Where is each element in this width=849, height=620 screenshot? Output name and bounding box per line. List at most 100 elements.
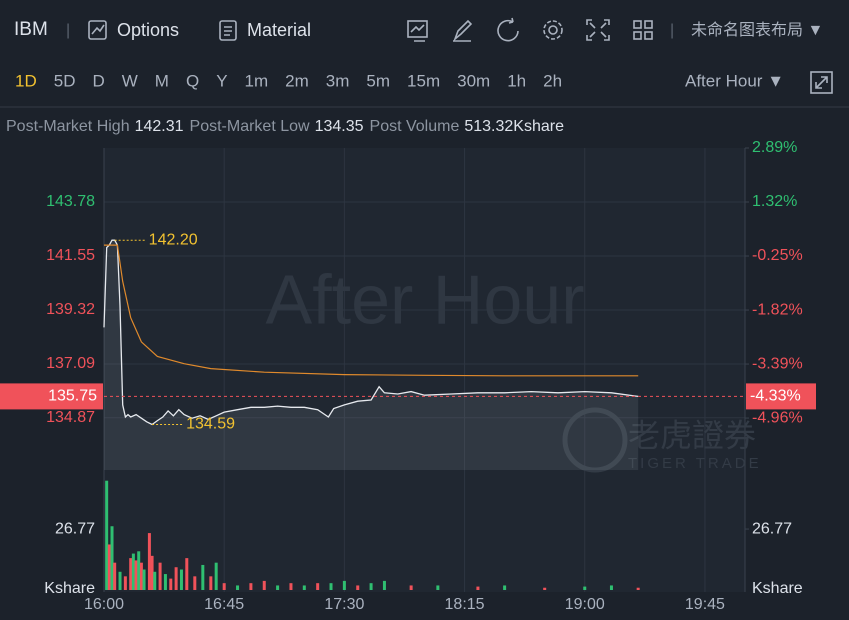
volume-bar bbox=[123, 576, 127, 590]
volume-unit: Kshare bbox=[44, 580, 95, 597]
volume-bar bbox=[139, 562, 143, 590]
period-tab[interactable]: W bbox=[122, 71, 138, 90]
volume-bar bbox=[147, 533, 151, 590]
chart: 16:00 16:45 17:30 18:15 19:00 19:45 143.78 141.… bbox=[0, 139, 816, 613]
last-change-box bbox=[746, 383, 816, 410]
volume-bar bbox=[214, 562, 218, 590]
plot-bg bbox=[104, 148, 745, 592]
period-tab[interactable]: 3m bbox=[326, 71, 350, 90]
volume-bar bbox=[174, 567, 178, 590]
period-tab[interactable]: D bbox=[92, 71, 104, 90]
y2-tick-label: 1.32% bbox=[752, 193, 797, 210]
period-tab[interactable]: 2m bbox=[285, 71, 309, 90]
x-tick-label: 19:45 bbox=[685, 596, 725, 613]
volume-tick-label: 26.77 bbox=[55, 520, 95, 537]
volume-bar bbox=[503, 585, 507, 590]
volume-bar bbox=[179, 569, 183, 590]
volume-bar bbox=[289, 583, 293, 590]
period-tab[interactable]: M bbox=[155, 71, 169, 90]
volume-bar bbox=[436, 585, 440, 590]
period-tab[interactable]: 30m bbox=[457, 71, 490, 90]
y-tick-label: 141.55 bbox=[46, 247, 95, 264]
volume-bar bbox=[209, 576, 213, 590]
y2-tick-label: 2.89% bbox=[752, 139, 797, 156]
volume-bar bbox=[636, 587, 640, 590]
period-tab[interactable]: 1D bbox=[15, 71, 37, 90]
x-tick-label: 17:30 bbox=[324, 596, 364, 613]
period-tab[interactable]: Y bbox=[216, 71, 227, 90]
toolbar-icons[interactable] bbox=[407, 17, 653, 42]
volume-bar bbox=[193, 576, 197, 590]
volume-bar bbox=[583, 586, 587, 590]
last-change-label: -4.33% bbox=[750, 388, 801, 405]
period-tab[interactable]: Q bbox=[186, 71, 199, 90]
volume-bar bbox=[113, 562, 117, 590]
volume-bar bbox=[118, 571, 122, 590]
period-tab[interactable]: 1m bbox=[245, 71, 269, 90]
period-bar: 1D 5D D W M Q Y 1m 2m 3m 5m 15m 30m 1h 2h bbox=[15, 71, 562, 90]
volume-bar bbox=[543, 587, 547, 590]
x-tick-label: 18:15 bbox=[445, 596, 485, 613]
volume-bar bbox=[110, 526, 114, 590]
x-tick-label: 16:00 bbox=[84, 596, 124, 613]
price-area bbox=[104, 240, 639, 470]
volume-bar bbox=[185, 558, 189, 590]
y-tick-label: 139.32 bbox=[46, 301, 95, 318]
y2-tick-label: -0.25% bbox=[752, 247, 803, 264]
symbol[interactable]: IBM bbox=[14, 19, 48, 40]
material-button[interactable]: Material bbox=[247, 20, 311, 40]
x-tick-label: 19:00 bbox=[565, 596, 605, 613]
volume-bar bbox=[369, 583, 373, 590]
y-tick-label: 134.87 bbox=[46, 409, 95, 426]
volume-bar bbox=[236, 585, 240, 590]
y2-tick-label: -4.96% bbox=[752, 409, 803, 426]
logo-text: 老虎證券 bbox=[628, 417, 756, 453]
volume-bar bbox=[107, 544, 111, 590]
volume-bar bbox=[142, 569, 146, 590]
period-tab[interactable]: 5D bbox=[54, 71, 76, 90]
material-icon[interactable] bbox=[219, 20, 237, 41]
watermark: After Hour bbox=[266, 260, 585, 338]
volume-bar bbox=[409, 585, 413, 590]
price-line bbox=[103, 239, 639, 426]
options-icon[interactable] bbox=[88, 20, 107, 40]
stat-label: Post-Market Low bbox=[190, 118, 310, 135]
period-tab[interactable]: 2h bbox=[543, 71, 562, 90]
session-menu[interactable]: After Hour ▼ bbox=[685, 71, 784, 90]
expand-icon[interactable] bbox=[810, 71, 833, 94]
volume-bar bbox=[129, 558, 133, 590]
separator: | bbox=[670, 22, 674, 39]
volume-bar bbox=[356, 585, 360, 590]
volume-bar bbox=[131, 553, 135, 590]
volume-bar bbox=[276, 585, 280, 590]
volume-bar bbox=[262, 580, 266, 590]
volume-bar bbox=[150, 555, 154, 590]
logo-mark bbox=[562, 407, 628, 473]
volume-bar bbox=[329, 583, 333, 590]
volume-bar bbox=[609, 585, 613, 590]
volume-bar bbox=[134, 560, 138, 590]
options-button[interactable]: Options bbox=[117, 20, 179, 40]
period-tab[interactable]: 15m bbox=[407, 71, 440, 90]
volume-bar bbox=[302, 585, 306, 590]
y2-tick-label: -3.39% bbox=[752, 355, 803, 372]
volume-bar bbox=[137, 551, 141, 590]
annotation-label: 142.20 bbox=[149, 231, 198, 248]
y-tick-label: 143.78 bbox=[46, 193, 95, 210]
volume-bar bbox=[382, 580, 386, 590]
separator: | bbox=[66, 22, 70, 39]
last-price-label: 135.75 bbox=[48, 388, 97, 405]
average-line bbox=[104, 244, 639, 377]
logo-subtext: TIGER TRADE bbox=[628, 455, 762, 472]
volume-bar bbox=[153, 571, 157, 590]
layout-menu[interactable]: 未命名图表布局 ▼ bbox=[691, 21, 823, 39]
period-tab[interactable]: 1h bbox=[507, 71, 526, 90]
stat-value: 134.35 bbox=[315, 118, 364, 135]
period-tab[interactable]: 5m bbox=[366, 71, 390, 90]
volume-bar bbox=[163, 574, 167, 590]
volume-bar bbox=[249, 583, 253, 590]
x-tick-label: 16:45 bbox=[204, 596, 244, 613]
y2-tick-label: -1.82% bbox=[752, 301, 803, 318]
volume-bar bbox=[158, 562, 162, 590]
